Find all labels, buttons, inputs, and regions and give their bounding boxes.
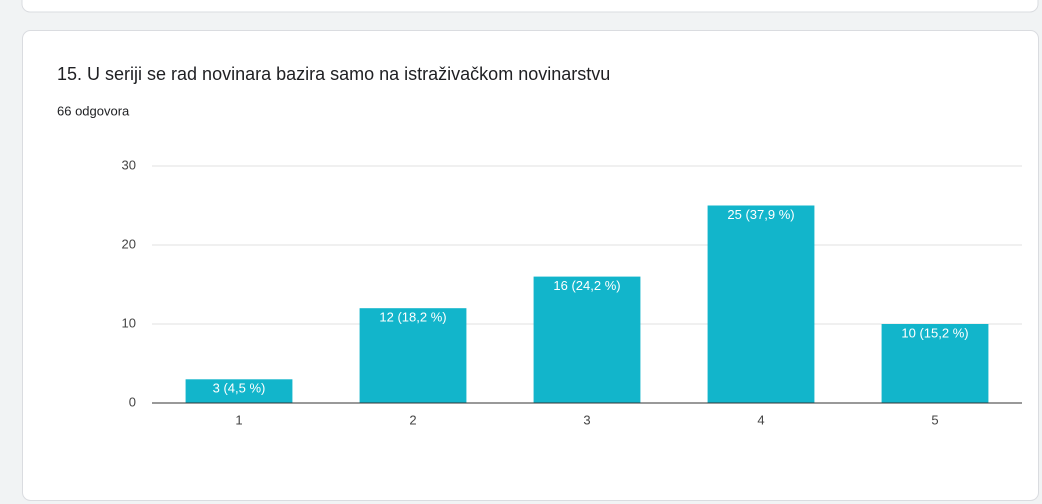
x-tick-label: 4: [757, 412, 764, 427]
data-label: 3 (4,5 %): [213, 381, 266, 396]
y-tick-label: 20: [122, 236, 136, 251]
x-tick-label: 3: [583, 412, 590, 427]
data-label: 16 (24,2 %): [553, 278, 620, 293]
y-tick-label: 0: [129, 394, 136, 409]
card: [22, 30, 1039, 501]
bar: [533, 276, 641, 403]
bar: [707, 205, 815, 403]
data-label: 25 (37,9 %): [727, 207, 794, 222]
x-tick-label: 5: [931, 412, 938, 427]
y-tick-label: 10: [122, 315, 136, 330]
previous-card: [21, 0, 1039, 13]
data-label: 10 (15,2 %): [901, 325, 968, 340]
bar: [881, 324, 989, 403]
x-tick-label: 1: [235, 412, 242, 427]
response-count: 66 odgovora: [57, 103, 130, 118]
y-tick-label: 30: [122, 157, 136, 172]
x-tick-label: 2: [409, 412, 416, 427]
bar: [185, 379, 293, 403]
bar: [359, 308, 467, 403]
chart-title: 15. U seriji se rad novinara bazira samo…: [57, 64, 610, 84]
data-label: 12 (18,2 %): [379, 310, 446, 325]
